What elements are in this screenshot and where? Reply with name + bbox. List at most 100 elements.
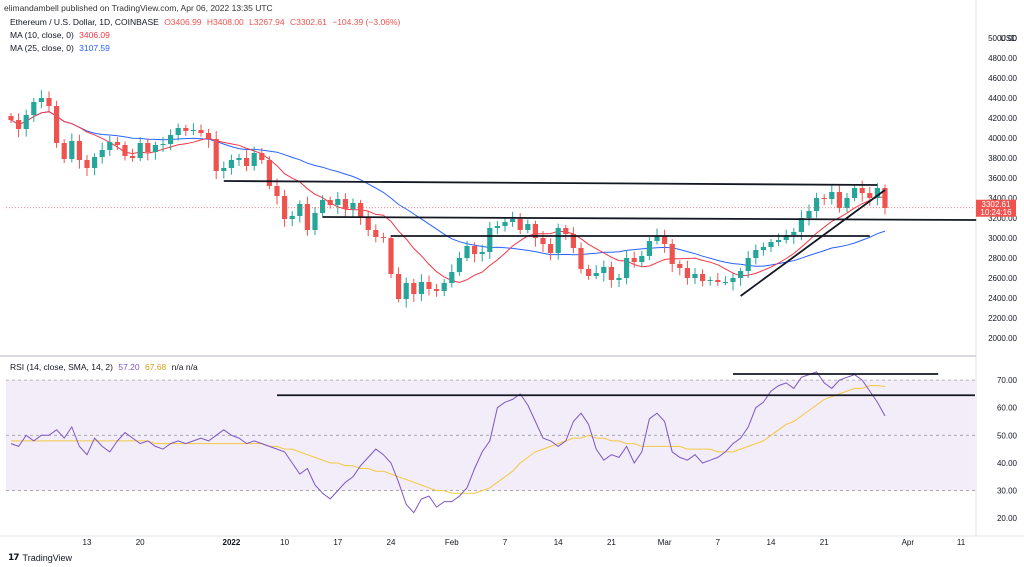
candle-body <box>168 135 174 144</box>
candle-body <box>259 153 265 160</box>
candle-body <box>456 258 462 272</box>
candle-body <box>297 204 303 216</box>
candle-body <box>806 211 812 218</box>
candle-body <box>707 280 713 281</box>
candle-body <box>608 267 614 280</box>
candle-body <box>46 98 52 106</box>
candle-body <box>175 128 181 135</box>
candle-body <box>836 192 842 208</box>
candle-body <box>586 269 592 276</box>
candle-body <box>570 234 576 248</box>
candle-body <box>342 199 348 209</box>
candle-body <box>411 283 417 294</box>
time-tick-label: 13 <box>83 538 92 547</box>
candle-body <box>312 213 318 230</box>
candle-body <box>867 193 873 198</box>
symbol-name: Ethereum / U.S. Dollar, 1D, COINBASE <box>10 17 159 27</box>
time-tick-label: 2022 <box>223 538 241 547</box>
time-tick-label: 17 <box>333 538 342 547</box>
candle-body <box>396 274 402 299</box>
candle-body <box>479 252 485 254</box>
candle-body <box>373 230 379 237</box>
candle-body <box>350 203 356 209</box>
brand-text: TradingView <box>22 553 73 563</box>
ma10-value: 3406.09 <box>79 30 110 40</box>
candle-body <box>821 198 827 199</box>
symbol-legend: Ethereum / U.S. Dollar, 1D, COINBASE O34… <box>10 17 400 27</box>
time-tick-label: 14 <box>554 538 563 547</box>
rsi-na: n/a n/a <box>171 362 198 372</box>
last-price-badge <box>976 199 1016 217</box>
candle-body <box>677 264 683 268</box>
price-tick-label: 4400.00 <box>988 94 1017 103</box>
candle-body <box>829 192 835 199</box>
candle-body <box>791 232 797 235</box>
candle-body <box>304 204 310 230</box>
ohlc-low: L3267.94 <box>249 17 285 27</box>
candle-body <box>92 157 98 168</box>
candle-body <box>449 272 455 283</box>
price-tick-label: 4800.00 <box>988 54 1017 63</box>
candle-body <box>654 236 660 241</box>
candle-body <box>814 198 820 211</box>
candle-body <box>190 130 196 131</box>
candle-body <box>16 120 22 129</box>
time-tick-label: Mar <box>658 538 672 547</box>
candle-body <box>206 133 212 139</box>
candle-body <box>236 158 242 160</box>
tradingview-brand[interactable]: 17 TradingView <box>8 553 72 563</box>
candle-body <box>776 240 782 242</box>
candle-body <box>441 283 447 291</box>
candle-body <box>145 143 151 152</box>
candle-body <box>510 219 516 222</box>
candle-body <box>593 273 599 276</box>
time-tick-label: 21 <box>607 538 616 547</box>
candle-body <box>874 188 880 198</box>
rsi-band <box>6 380 975 491</box>
candle-body <box>494 226 500 228</box>
rsi-ma-value: 67.68 <box>145 362 167 372</box>
candle-body <box>54 106 60 143</box>
candle-body <box>540 238 546 244</box>
rsi-tick-label: 30.00 <box>997 487 1018 496</box>
time-tick-label: Apr <box>902 538 915 547</box>
candle-body <box>8 116 14 120</box>
candle-body <box>160 144 166 145</box>
rsi-tick-label: 40.00 <box>997 459 1018 468</box>
candle-body <box>122 145 128 156</box>
price-tick-label: 2200.00 <box>988 314 1017 323</box>
candle-body <box>525 224 531 230</box>
candle-body <box>464 246 470 258</box>
publisher-header: elimandambell published on TradingView.c… <box>4 3 273 13</box>
rsi-value: 57.20 <box>118 362 140 372</box>
candle-body <box>84 160 90 168</box>
candle-body <box>768 242 774 247</box>
candle-body <box>213 139 219 171</box>
candle-body <box>152 145 158 152</box>
candle-body <box>266 160 272 186</box>
rsi-label: RSI (14, close, SMA, 14, 2) <box>10 362 113 372</box>
candle-body <box>532 224 538 238</box>
candle-body <box>548 244 554 253</box>
candle-body <box>198 130 204 133</box>
ma25-legend: MA (25, close, 0) 3107.59 <box>10 43 110 53</box>
candle-body <box>69 141 75 159</box>
candle-body <box>669 244 675 264</box>
ma25-label: MA (25, close, 0) <box>10 43 74 53</box>
price-unit-label: USD <box>1000 34 1017 43</box>
time-tick-label: 7 <box>503 538 508 547</box>
price-tick-label: 3000.00 <box>988 234 1017 243</box>
candle-body <box>130 156 136 158</box>
candle-body <box>730 278 736 282</box>
candle-body <box>745 258 751 271</box>
candle-body <box>183 128 189 131</box>
time-tick-label: 14 <box>767 538 776 547</box>
candle-body <box>601 267 607 273</box>
rsi-legend: RSI (14, close, SMA, 14, 2) 57.20 67.68 … <box>10 362 198 372</box>
rsi-ma-line <box>11 385 886 494</box>
candle-body <box>107 142 113 150</box>
ohlc-open: O3406.99 <box>164 17 202 27</box>
candle-body <box>738 271 744 278</box>
time-tick-label: 10 <box>280 538 289 547</box>
